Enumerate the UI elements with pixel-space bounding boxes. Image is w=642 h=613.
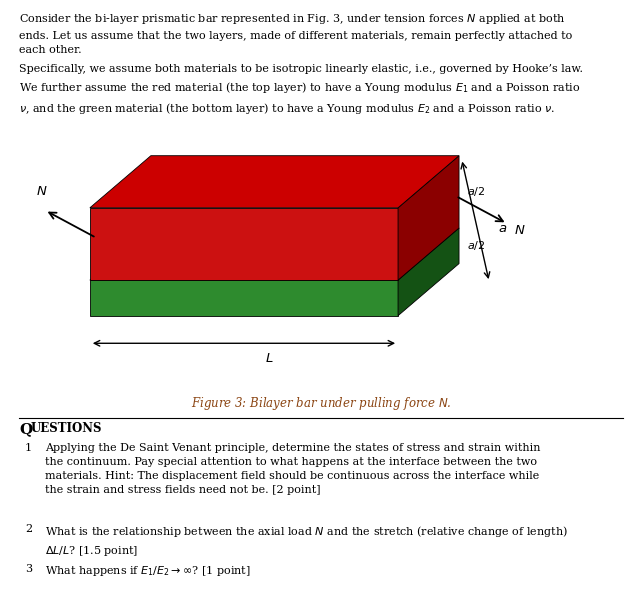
Text: $a/2$: $a/2$ <box>467 239 485 253</box>
Text: UESTIONS: UESTIONS <box>31 422 102 435</box>
Polygon shape <box>398 156 459 280</box>
Text: $L$: $L$ <box>265 352 274 365</box>
Text: $N$: $N$ <box>36 185 48 198</box>
Polygon shape <box>398 228 459 316</box>
Text: $a$: $a$ <box>498 221 507 235</box>
Text: 1: 1 <box>25 443 32 452</box>
Text: What happens if $E_1/E_2 \rightarrow \infty$? [1 point]: What happens if $E_1/E_2 \rightarrow \in… <box>45 564 250 578</box>
Polygon shape <box>90 280 398 316</box>
Text: Applying the De Saint Venant principle, determine the states of stress and strai: Applying the De Saint Venant principle, … <box>45 443 541 495</box>
Polygon shape <box>90 228 459 280</box>
Text: 2: 2 <box>25 524 32 534</box>
Text: Q: Q <box>19 422 33 436</box>
Text: Consider the bi-layer prismatic bar represented in Fig. 3, under tension forces : Consider the bi-layer prismatic bar repr… <box>19 12 573 55</box>
Text: Figure 3: Bilayer bar under pulling force $N$.: Figure 3: Bilayer bar under pulling forc… <box>191 395 451 413</box>
Text: Specifically, we assume both materials to be isotropic linearly elastic, i.e., g: Specifically, we assume both materials t… <box>19 64 584 116</box>
Text: $a/2$: $a/2$ <box>467 185 485 199</box>
Text: $N$: $N$ <box>514 224 525 237</box>
Polygon shape <box>90 156 459 208</box>
Text: 3: 3 <box>25 564 32 574</box>
Text: What is the relationship between the axial load $N$ and the stretch (relative ch: What is the relationship between the axi… <box>45 524 568 558</box>
Polygon shape <box>90 208 398 280</box>
